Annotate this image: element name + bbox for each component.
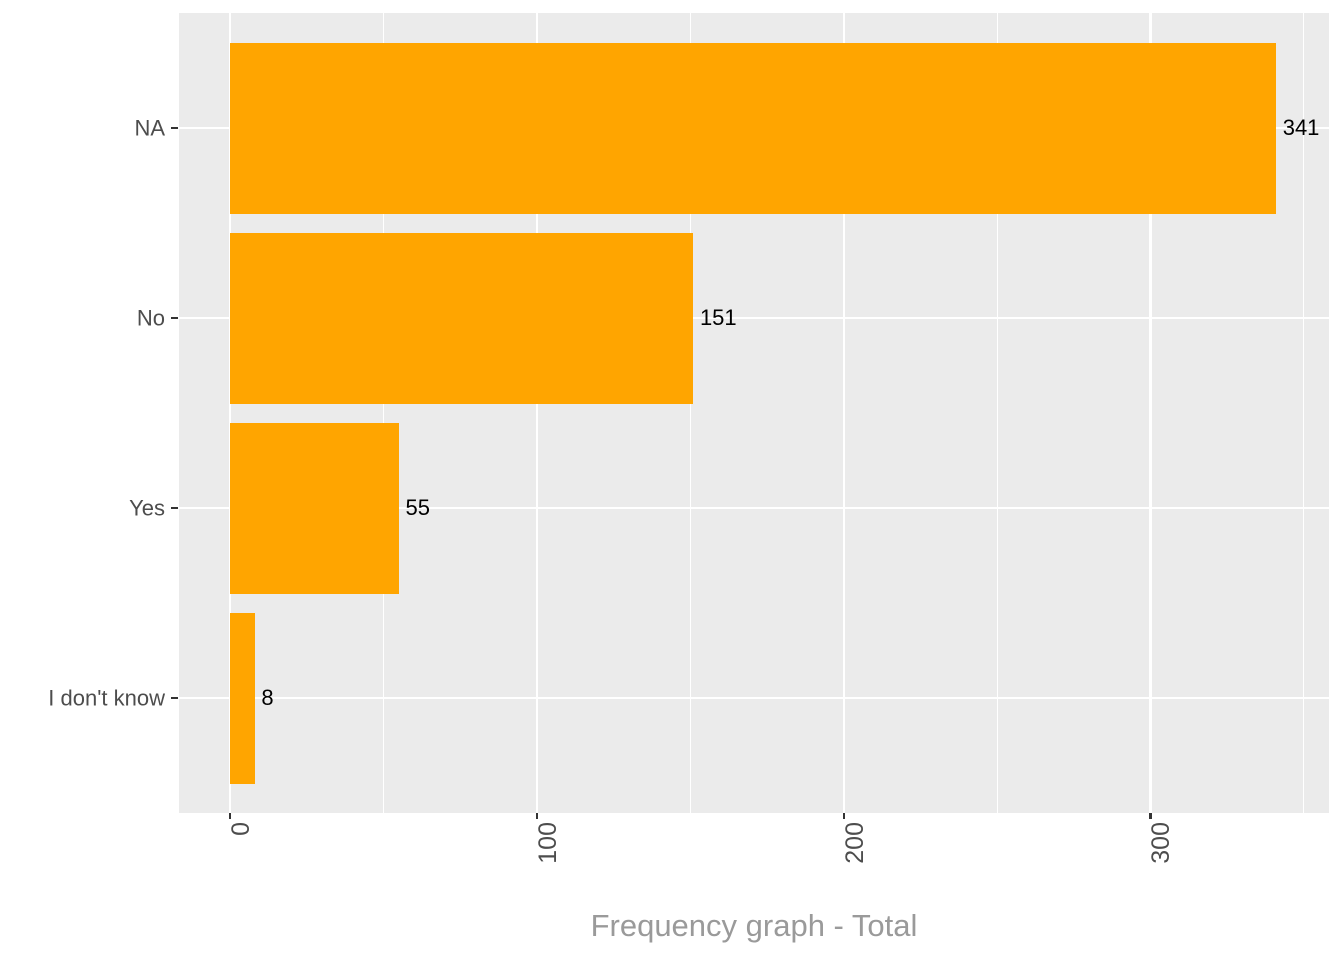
y-tick-mark — [171, 506, 178, 510]
bar-no — [230, 232, 694, 404]
bar-value-label-na: 341 — [1282, 115, 1320, 140]
bar-yes — [230, 422, 399, 594]
grid-major-y-line — [179, 506, 1329, 510]
y-axis-label-no: No — [136, 305, 165, 331]
x-tick-label-text: 200 — [840, 822, 869, 864]
chart-title: Frequency graph - Total — [590, 908, 918, 943]
x-tick-label-text: 0 — [227, 822, 256, 836]
x-tick-label-text: 100 — [534, 822, 563, 864]
grid-major-y-line — [179, 316, 1329, 320]
grid-major-y-line — [179, 696, 1329, 700]
bar-na — [230, 42, 1277, 214]
grid-minor-x-line — [996, 13, 998, 813]
plot-panel: 341 151 55 8 — [179, 13, 1329, 813]
x-tick-label-text: 300 — [1147, 822, 1176, 864]
x-tick-mark — [535, 813, 539, 819]
grid-major-x-line — [229, 13, 232, 813]
bar-value-label-yes: 55 — [405, 495, 430, 520]
y-tick-mark — [171, 126, 178, 130]
grid-minor-x-line — [1303, 13, 1305, 813]
bar-i-don-t-know — [230, 612, 255, 784]
x-tick-mark — [1149, 813, 1152, 819]
y-tick-mark — [171, 696, 178, 700]
y-tick-mark — [171, 316, 178, 320]
bar-value-label-no: 151 — [699, 305, 737, 330]
grid-major-x-line — [1149, 13, 1152, 813]
grid-minor-x-line — [383, 13, 385, 813]
bar-value-label-i-don-t-know: 8 — [261, 685, 274, 710]
grid-major-x-line — [535, 13, 539, 813]
grid-minor-x-line — [689, 13, 691, 813]
y-axis-label-i-don-t-know: I don't know — [48, 685, 165, 711]
y-axis-label-yes: Yes — [129, 495, 165, 521]
grid-major-x-line — [842, 13, 845, 813]
x-tick-mark — [229, 813, 232, 819]
y-axis-label-na: NA — [134, 115, 165, 141]
x-tick-mark — [842, 813, 845, 819]
